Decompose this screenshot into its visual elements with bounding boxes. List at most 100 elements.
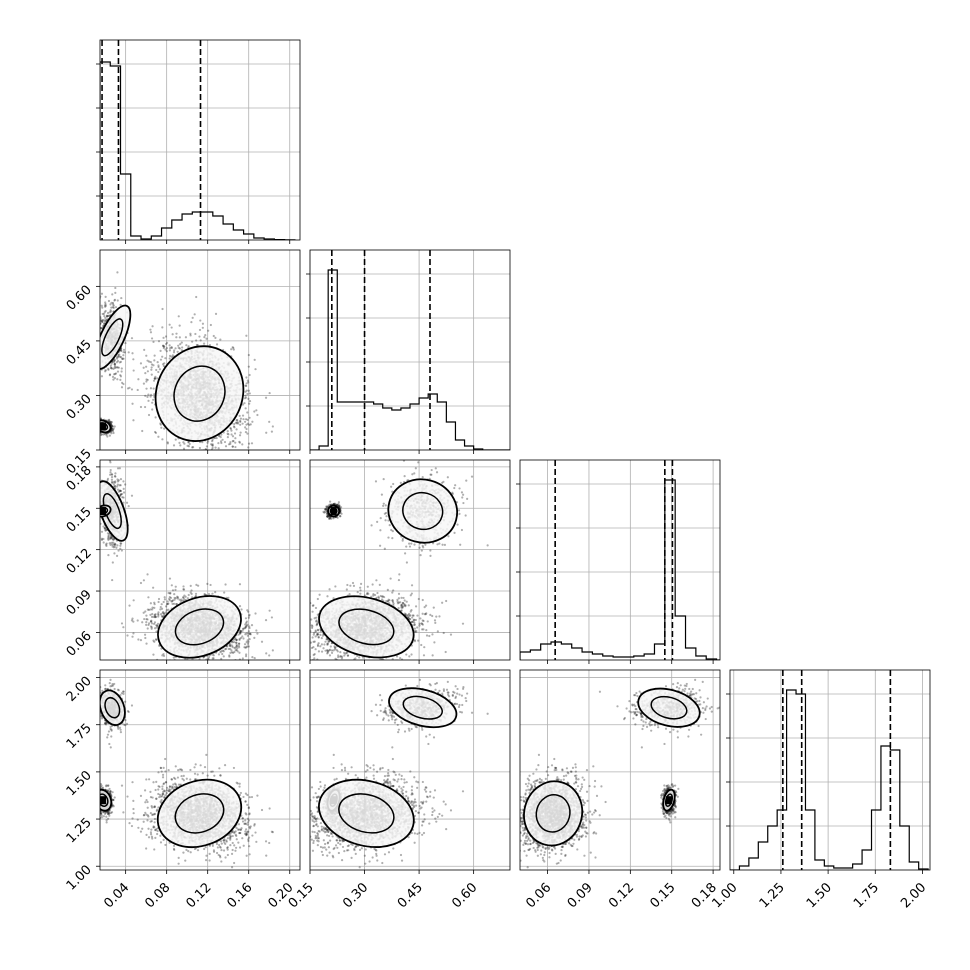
- contour-outer: [154, 345, 245, 442]
- data-point: [169, 347, 172, 350]
- data-point: [96, 510, 98, 512]
- data-point: [90, 423, 92, 425]
- data-point: [93, 511, 95, 513]
- data-point: [95, 510, 97, 512]
- data-point: [94, 345, 96, 347]
- data-point: [97, 503, 99, 505]
- data-point: [111, 428, 114, 431]
- data-point: [94, 500, 96, 502]
- data-point: [94, 425, 96, 427]
- data-point: [94, 326, 96, 328]
- data-point: [248, 392, 251, 395]
- data-point: [211, 444, 214, 447]
- data-point: [109, 364, 112, 367]
- data-point: [98, 510, 100, 512]
- data-point: [91, 425, 93, 427]
- data-point: [228, 474, 230, 476]
- data-point: [239, 417, 243, 420]
- data-point: [166, 442, 169, 445]
- data-point: [195, 343, 198, 347]
- data-point: [98, 426, 100, 428]
- data-point: [248, 373, 251, 377]
- data-point: [202, 342, 206, 345]
- data-point: [268, 420, 271, 423]
- data-point: [151, 408, 154, 411]
- data-point: [211, 440, 214, 443]
- contour-group-1: [100, 419, 112, 434]
- data-point: [96, 420, 98, 422]
- data-point: [108, 311, 111, 314]
- data-point: [241, 414, 245, 417]
- data-point: [110, 476, 114, 479]
- data-point: [97, 423, 99, 425]
- data-point: [113, 366, 116, 369]
- data-point: [117, 479, 120, 482]
- data-point: [93, 426, 95, 428]
- data-point: [232, 452, 234, 454]
- data-point: [130, 494, 134, 497]
- data-point: [96, 511, 98, 513]
- data-point: [111, 306, 114, 309]
- data-point: [100, 433, 103, 437]
- data-point: [92, 424, 94, 426]
- data-point: [105, 433, 108, 437]
- data-point: [110, 478, 114, 481]
- data-point: [122, 354, 125, 357]
- density-peak: [100, 422, 107, 431]
- data-point: [104, 370, 107, 373]
- data-point: [100, 322, 102, 325]
- data-point: [92, 490, 94, 492]
- data-point: [111, 301, 115, 305]
- data-point: [148, 360, 151, 363]
- data-point: [178, 347, 181, 350]
- data-point: [168, 349, 171, 352]
- data-point: [153, 377, 156, 380]
- data-point: [115, 554, 119, 557]
- data-point: [161, 363, 165, 366]
- data-point: [238, 440, 241, 443]
- data-point: [146, 395, 149, 398]
- data-point: [209, 323, 212, 327]
- data-point: [204, 452, 206, 454]
- data-point: [108, 537, 112, 540]
- data-point: [97, 512, 99, 514]
- data-point: [100, 292, 104, 295]
- data-point: [97, 511, 99, 513]
- data-point: [145, 365, 148, 368]
- data-point: [112, 304, 115, 307]
- data-point: [97, 420, 99, 422]
- data-point: [96, 420, 98, 422]
- data-point: [150, 337, 154, 340]
- data-point: [147, 399, 150, 402]
- data-point: [172, 444, 176, 447]
- data-point: [226, 432, 229, 435]
- data-point: [235, 419, 238, 422]
- data-point: [144, 394, 147, 397]
- data-point: [223, 440, 227, 444]
- data-point: [119, 542, 123, 545]
- data-point: [238, 434, 242, 437]
- data-point: [157, 364, 160, 367]
- data-point: [97, 426, 99, 428]
- data-point: [104, 295, 107, 298]
- data-point: [114, 306, 118, 309]
- data-point: [109, 537, 112, 540]
- data-point: [97, 419, 99, 421]
- data-point: [214, 446, 217, 449]
- data-point: [228, 455, 230, 457]
- data-point: [101, 319, 104, 322]
- data-point: [97, 420, 99, 422]
- data-point: [247, 446, 250, 449]
- data-point: [98, 532, 100, 534]
- data-point: [97, 423, 99, 425]
- data-point: [157, 435, 160, 438]
- data-point: [250, 442, 254, 445]
- data-point: [98, 426, 100, 428]
- data-point: [100, 319, 103, 322]
- data-point: [98, 420, 100, 422]
- data-point: [168, 354, 172, 357]
- data-point: [110, 429, 113, 432]
- data-point: [115, 356, 119, 359]
- data-point: [122, 348, 126, 351]
- data-point: [221, 438, 224, 441]
